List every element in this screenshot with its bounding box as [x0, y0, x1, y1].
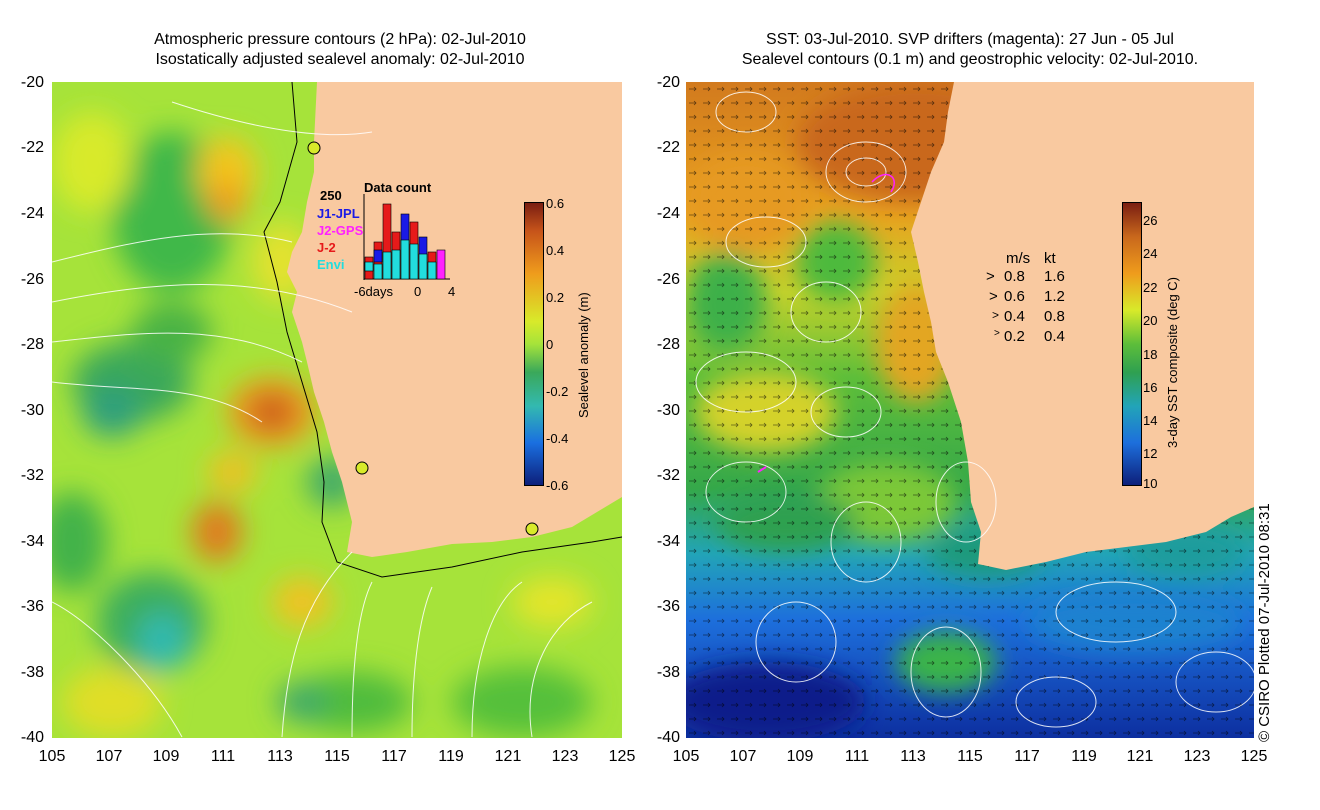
x-tick-label: 117 [1014, 748, 1040, 765]
x-tick-label: 109 [152, 748, 180, 765]
y-tick-label: -38 [656, 664, 680, 681]
x-tick-label: 117 [381, 748, 407, 765]
cb-right-label: 24 [1143, 246, 1158, 261]
inset-axis-neg6: -6days [354, 284, 394, 299]
y-tick-label: -34 [20, 533, 44, 550]
cb-left-label: -0.6 [546, 478, 569, 493]
cb-left-label: -0.2 [546, 384, 569, 399]
legend-ms-value: 0.4 [1004, 308, 1025, 325]
legend-header-kt: kt [1044, 250, 1056, 267]
mission-envi: Envi [317, 257, 345, 272]
y-tick-label: -26 [20, 271, 44, 288]
y-tick-label: -30 [656, 402, 680, 419]
y-tick-label: -24 [656, 205, 680, 222]
cb-right-label: 26 [1143, 213, 1158, 228]
y-tick-label: -22 [656, 139, 680, 156]
y-tick-label: -32 [656, 467, 680, 484]
legend-kt-value: 0.8 [1044, 308, 1065, 325]
x-tick-label: 111 [844, 748, 870, 765]
y-tick-label: -40 [20, 729, 44, 746]
left-map-title: Atmospheric pressure contours (2 hPa): 0… [40, 30, 640, 70]
cb-right-label: 14 [1143, 413, 1158, 428]
mission-j2-gps: J2-GPS [317, 223, 364, 238]
legend-ms-value: 0.2 [1004, 328, 1025, 345]
y-tick-label: -30 [20, 402, 44, 419]
cb-right-label: 12 [1143, 446, 1158, 461]
x-tick-label: 115 [957, 748, 983, 765]
y-tick-label: -32 [20, 467, 44, 484]
y-tick-label: -28 [20, 336, 44, 353]
y-tick-label: -24 [20, 205, 44, 222]
y-tick-label: -28 [656, 336, 680, 353]
y-tick-label: -36 [20, 598, 44, 615]
copyright-notice: © CSIRO Plotted 07-Jul-2010 08:31 [1256, 503, 1273, 742]
x-tick-label: 113 [267, 748, 293, 765]
cb-left-label: 0.2 [546, 290, 565, 305]
x-tick-label: 119 [438, 748, 464, 765]
y-tick-label: -26 [656, 271, 680, 288]
y-tick-label: -20 [656, 74, 680, 91]
y-tick-label: -22 [20, 139, 44, 156]
cb-right-label: 10 [1143, 476, 1158, 491]
x-tick-label: 113 [900, 748, 926, 765]
right-map-title: SST: 03-Jul-2010. SVP drifters (magenta)… [660, 30, 1280, 70]
legend-kt-value: 1.2 [1044, 288, 1065, 305]
x-tick-label: 123 [551, 748, 579, 765]
sst-colorbar-title: 3-day SST composite (deg C) [1165, 277, 1180, 448]
inset-max-label: 250 [320, 188, 342, 203]
cb-left-label: 0 [546, 337, 554, 352]
cb-right-label: 20 [1143, 313, 1158, 328]
cb-right-label: 22 [1143, 280, 1158, 295]
cb-right-label: 16 [1143, 380, 1158, 395]
y-tick-label: -38 [20, 664, 44, 681]
x-tick-label: 107 [95, 748, 123, 765]
sst-colorbar [1122, 202, 1142, 486]
left-title-line2: Isostatically adjusted sealevel anomaly:… [155, 51, 525, 68]
x-tick-label: 123 [1183, 748, 1211, 765]
right-title-line2: Sealevel contours (0.1 m) and geostrophi… [741, 51, 1199, 68]
inset-axis-4: 4 [448, 284, 456, 299]
x-tick-label: 119 [1071, 748, 1097, 765]
x-tick-label: 107 [729, 748, 757, 765]
legend-arrow-icon: > [992, 308, 1000, 322]
x-tick-label: 111 [210, 748, 236, 765]
x-tick-label: 125 [1240, 748, 1268, 765]
y-tick-label: -36 [656, 598, 680, 615]
legend-arrow-icon: > [989, 288, 998, 305]
x-tick-label: 115 [324, 748, 350, 765]
mission-j-2: J-2 [317, 240, 336, 255]
y-tick-label: -40 [656, 729, 680, 746]
x-tick-label: 121 [494, 748, 522, 765]
x-tick-label: 105 [38, 748, 66, 765]
sealevel-colorbar-title: Sealevel anomaly (m) [576, 292, 591, 418]
legend-header-ms: m/s [1006, 250, 1031, 267]
legend-kt-value: 1.6 [1044, 268, 1065, 285]
legend-ms-value: 0.8 [1004, 268, 1025, 285]
sealevel-anomaly-map: Data count 250 J1-JPL J2-GPS J-2 Envi -6… [52, 82, 622, 738]
x-tick-label: 109 [786, 748, 814, 765]
cb-left-label: 0.6 [546, 196, 565, 211]
sst-map-graphic [686, 82, 1254, 738]
left-title-line1: Atmospheric pressure contours (2 hPa): 0… [154, 31, 526, 48]
x-tick-label: 125 [608, 748, 636, 765]
legend-ms-value: 0.6 [1004, 288, 1025, 305]
sealevel-colorbar [524, 202, 544, 486]
cb-left-label: 0.4 [546, 243, 565, 258]
x-tick-label: 105 [672, 748, 700, 765]
data-count-histogram [363, 194, 450, 280]
x-tick-label: 121 [1126, 748, 1154, 765]
inset-axis-0: 0 [414, 284, 422, 299]
right-title-line1: SST: 03-Jul-2010. SVP drifters (magenta)… [766, 31, 1174, 48]
legend-arrow-icon: > [994, 328, 1000, 339]
y-tick-label: -20 [20, 74, 44, 91]
sst-map: m/s kt > 0.8 1.6 > 0.6 1.2 > 0.4 0.8 > 0… [686, 82, 1254, 738]
mission-j1-jpl: J1-JPL [317, 206, 360, 221]
inset-title: Data count [364, 180, 432, 195]
legend-kt-value: 0.4 [1044, 328, 1065, 345]
cb-left-label: -0.4 [546, 431, 569, 446]
y-tick-label: -34 [656, 533, 680, 550]
legend-arrow-icon: > [986, 268, 995, 285]
cb-right-label: 18 [1143, 347, 1158, 362]
